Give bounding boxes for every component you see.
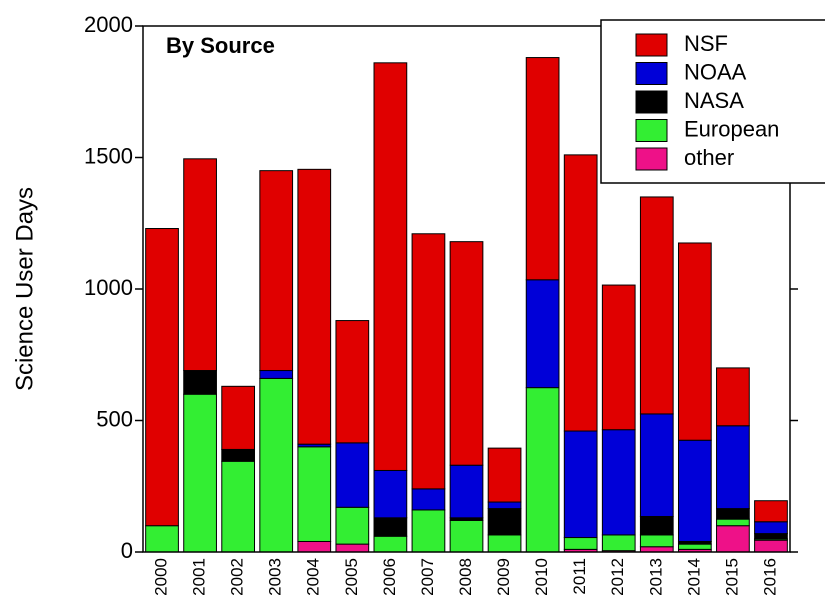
bar-segment	[183, 370, 217, 395]
x-tick-label: 2008	[456, 558, 475, 596]
y-tick-label: 500	[96, 406, 133, 431]
bar-segment	[639, 196, 674, 415]
bar-segment	[716, 525, 750, 553]
bar-segment	[297, 540, 332, 553]
bar-segment	[373, 535, 408, 553]
bar-segment	[145, 525, 179, 553]
x-tick-label: 2002	[228, 558, 247, 596]
bar-segment	[373, 62, 408, 471]
chart-title: By Source	[166, 33, 275, 58]
legend-swatch	[635, 119, 668, 142]
legend-label: NOAA	[684, 59, 747, 84]
bar-segment	[411, 488, 446, 511]
bar-segment	[297, 168, 332, 445]
x-tick-label: 2013	[646, 558, 665, 596]
x-tick-label: 2009	[494, 558, 513, 596]
bar-segment	[335, 543, 370, 553]
x-tick-label: 2011	[570, 558, 589, 595]
bar-segment	[183, 393, 217, 553]
bar-segment	[297, 446, 332, 542]
bar-segment	[487, 534, 522, 553]
bar-segment	[335, 506, 370, 545]
legend-label: other	[684, 145, 734, 170]
bar-segment	[563, 537, 598, 550]
bar-segment	[259, 377, 294, 553]
legend-swatch	[635, 33, 668, 57]
legend-label: NSF	[684, 31, 728, 56]
bar-segment	[639, 546, 674, 553]
x-tick-label: 2007	[418, 558, 437, 596]
y-tick-label: 2000	[84, 12, 133, 37]
legend-swatch	[635, 147, 668, 171]
bar-segment	[754, 539, 788, 553]
y-tick-label: 1500	[84, 143, 133, 168]
legend-label: European	[684, 116, 779, 141]
bar-segment	[487, 447, 522, 503]
x-tick-label: 2004	[304, 558, 323, 596]
x-tick-label: 2015	[722, 558, 741, 596]
bar-segment	[183, 158, 217, 372]
legend-swatch	[635, 90, 668, 114]
bar-segment	[525, 387, 560, 553]
bar-segment	[754, 500, 788, 523]
x-tick-label: 2001	[190, 558, 209, 596]
bar-segment	[259, 170, 294, 372]
bar-segment	[487, 501, 522, 510]
bar-segment	[563, 154, 598, 432]
x-tick-label: 2006	[380, 558, 399, 596]
bar-segment	[754, 533, 788, 540]
x-tick-label: 2010	[532, 558, 551, 596]
bar-segment	[563, 430, 598, 539]
bar-segment	[221, 448, 256, 462]
x-tick-label: 2005	[342, 558, 361, 596]
x-tick-label: 2000	[152, 558, 171, 596]
bar-segment	[335, 442, 370, 508]
bar-segment	[716, 518, 750, 527]
bar-segment	[754, 521, 788, 535]
legend-swatch	[635, 62, 668, 85]
bar-segment	[449, 519, 484, 553]
bar-segment	[677, 543, 712, 550]
bar-segment	[601, 284, 636, 431]
bar-segment	[373, 469, 408, 519]
y-tick-label: 0	[121, 538, 133, 563]
bar-segment	[221, 460, 256, 553]
bar-segment	[677, 439, 712, 542]
bar-segment	[525, 279, 560, 389]
bar-segment	[411, 509, 446, 553]
bar-segment	[716, 508, 750, 520]
bar-segment	[335, 320, 370, 444]
y-tick-label: 1000	[84, 275, 133, 300]
bar-segment	[525, 57, 560, 281]
bar-segment	[449, 241, 484, 466]
x-tick-label: 2003	[266, 558, 285, 596]
legend-label: NASA	[684, 88, 744, 113]
x-tick-label: 2012	[608, 558, 627, 596]
bar-segment	[601, 534, 636, 552]
bar-segment	[259, 370, 294, 379]
bar-segment	[449, 464, 484, 519]
bar-segment	[221, 385, 256, 450]
bar-segment	[601, 429, 636, 536]
bar-segment	[411, 233, 446, 490]
bar-segment	[373, 517, 408, 537]
x-tick-label: 2016	[760, 558, 779, 596]
bar-segment	[639, 515, 674, 536]
bar-segment	[487, 508, 522, 536]
bar-segment	[145, 228, 179, 527]
bar-segment	[677, 242, 712, 441]
y-axis-label: Science User Days	[11, 187, 38, 391]
bar-segment	[639, 413, 674, 517]
bar-segment	[639, 534, 674, 548]
x-tick-label: 2014	[684, 558, 703, 596]
bar-segment	[716, 425, 750, 510]
bar-segment	[716, 367, 750, 427]
